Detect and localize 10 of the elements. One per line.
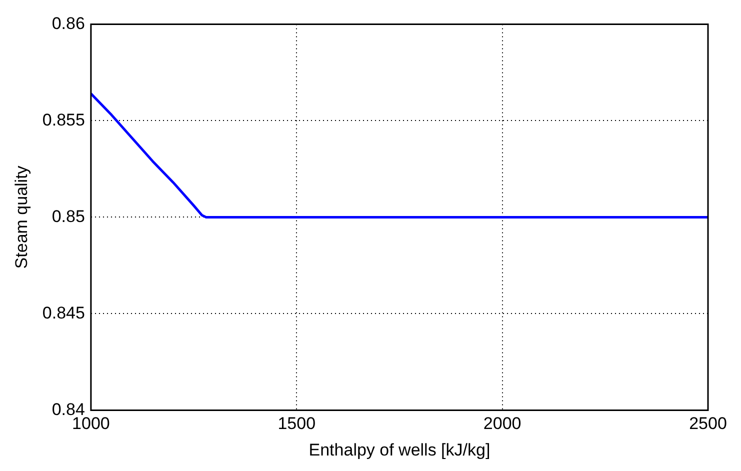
y-tick-label: 0.855 bbox=[42, 110, 85, 130]
x-axis-title: Enthalpy of wells [kJ/kg] bbox=[308, 440, 490, 460]
x-tick-label: 1500 bbox=[278, 414, 316, 434]
y-tick-label: 0.86 bbox=[52, 14, 85, 33]
x-tick-label: 1000 bbox=[72, 414, 110, 434]
y-tick-label: 0.845 bbox=[42, 303, 85, 322]
y-tick-label: 0.85 bbox=[52, 206, 85, 226]
y-axis-title: Steam quality bbox=[12, 165, 31, 269]
x-tick-label: 2500 bbox=[689, 414, 727, 434]
x-tick-label: 2000 bbox=[483, 414, 522, 434]
